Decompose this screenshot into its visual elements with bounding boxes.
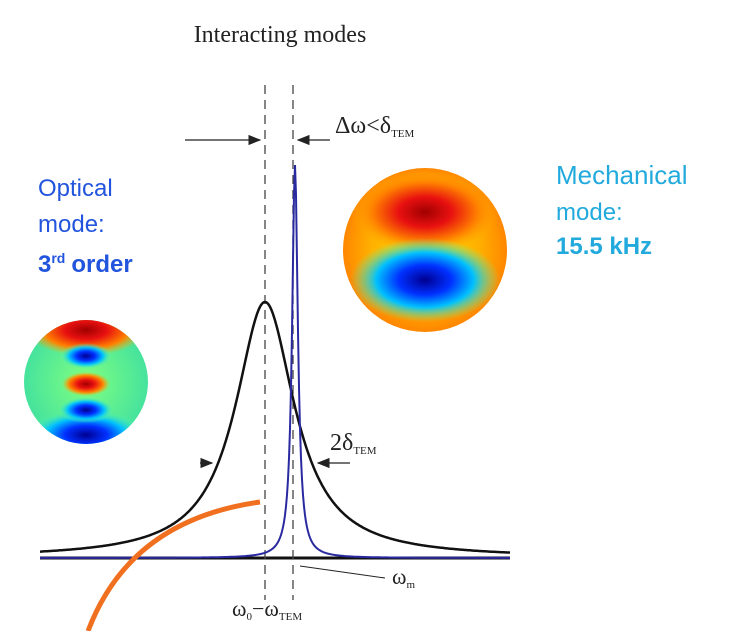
- label-main: ω: [264, 596, 278, 621]
- label-sub: TEM: [391, 128, 414, 140]
- label-main: −: [252, 596, 264, 621]
- order-number: 3: [38, 251, 51, 278]
- label-main: ω: [232, 596, 246, 621]
- order-suffix: rd: [51, 250, 65, 266]
- label-sub: TEM: [353, 445, 376, 457]
- mechanical-resonance: [40, 164, 510, 559]
- orange-arc: [85, 499, 261, 631]
- mechanical-mode-image: [343, 168, 507, 332]
- pointer: [299, 565, 386, 579]
- label-sub: m: [406, 579, 415, 591]
- label-sub: TEM: [279, 611, 302, 623]
- label-main: ω: [392, 564, 406, 589]
- optical-resonance: [40, 300, 511, 554]
- mechanical-frequency: 15.5 kHz: [556, 233, 652, 260]
- label-main: Δω<δ: [335, 113, 391, 139]
- mechanical-label: Mechanical: [556, 160, 688, 190]
- optical-label: Optical: [38, 175, 113, 202]
- label-main: 2δ: [330, 430, 353, 456]
- mechanical-frequency-label: ωm: [392, 564, 415, 591]
- mechanical-label: mode:: [556, 199, 623, 226]
- optical-order: 3rd order: [38, 250, 133, 278]
- difference-label: ω0−ωTEM: [232, 596, 302, 623]
- label-sub: 0: [246, 611, 252, 623]
- optical-mode-image: [24, 320, 148, 444]
- linewidth-label: 2δTEM: [330, 430, 377, 457]
- optical-label: mode:: [38, 211, 105, 238]
- title: Interacting modes: [194, 22, 367, 48]
- detuning-label: Δω<δTEM: [335, 113, 415, 140]
- order-word: order: [71, 251, 132, 278]
